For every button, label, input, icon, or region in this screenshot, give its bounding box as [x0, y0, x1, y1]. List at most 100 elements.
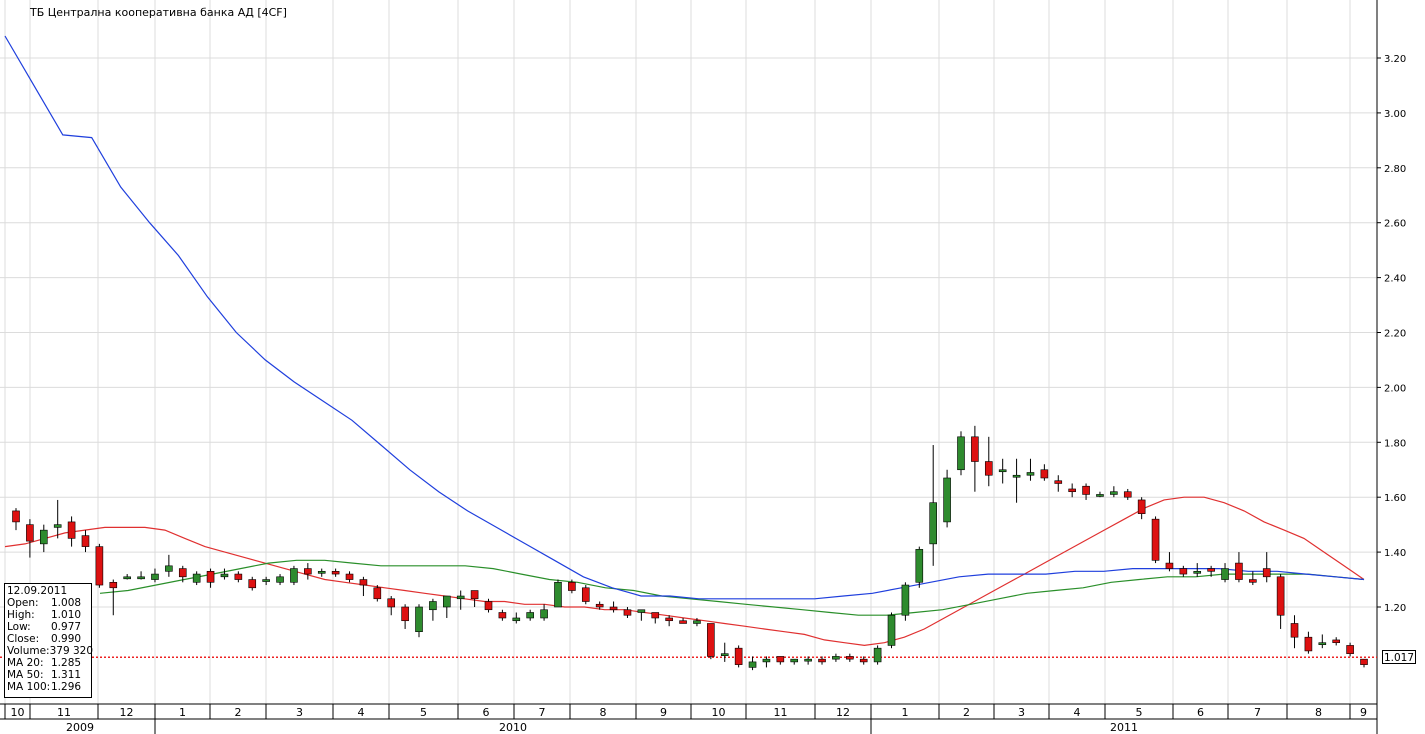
candle	[262, 576, 270, 586]
candle	[401, 604, 409, 629]
candle	[12, 508, 20, 531]
year-label: 2009	[66, 721, 94, 734]
month-label: 8	[1315, 706, 1322, 719]
y-tick-label: 2.00	[1384, 383, 1406, 394]
info-label: MA 50:	[7, 669, 44, 681]
year-label: 2010	[499, 721, 527, 734]
candle	[790, 658, 799, 665]
candle	[1249, 571, 1257, 586]
candle-body	[1068, 488, 1076, 493]
candle	[1054, 475, 1063, 492]
candle-body	[1151, 518, 1160, 561]
candle	[734, 645, 743, 668]
candle	[1082, 483, 1090, 500]
info-date: 12.09.2011	[7, 585, 68, 597]
candle	[609, 601, 618, 613]
candle-body	[526, 612, 534, 619]
candle-body	[581, 587, 590, 602]
candle-body	[1040, 469, 1049, 479]
candle-body	[165, 565, 173, 572]
candle	[1040, 464, 1049, 481]
month-label: 5	[420, 706, 427, 719]
candle-body	[290, 568, 298, 583]
month-label: 8	[600, 706, 607, 719]
candle-body	[1276, 576, 1285, 616]
candle-body	[1165, 562, 1174, 569]
candle	[818, 656, 826, 665]
month-label: 5	[1136, 706, 1143, 719]
candle	[998, 458, 1007, 484]
candle-body	[1179, 568, 1188, 575]
candle-body	[12, 510, 20, 523]
candle	[693, 617, 701, 627]
candle	[26, 519, 34, 558]
candle-body	[206, 571, 215, 583]
candle	[1360, 658, 1368, 668]
candle-body	[456, 595, 465, 600]
candle-body	[1221, 568, 1229, 580]
candle	[498, 609, 507, 621]
candle	[568, 579, 576, 594]
candle-body	[109, 581, 118, 589]
month-label: 9	[660, 706, 667, 719]
info-value: 1.010	[51, 609, 82, 621]
candle-body	[971, 436, 979, 462]
month-label: 9	[1360, 706, 1367, 719]
candle	[345, 571, 354, 583]
candle-body	[1012, 474, 1021, 478]
candle	[554, 579, 562, 608]
candle-body	[790, 658, 799, 663]
candle	[373, 585, 382, 602]
y-axis: 3.20 3.00 2.80 2.60 2.40 2.20 2.00 1.80 1.60 1.40…	[1377, 54, 1406, 614]
chart-title: ТБ Централна кооперативна банка АД [4CF]	[29, 6, 287, 19]
info-label: MA 100:	[7, 681, 51, 693]
info-row: Volume: 379 320	[7, 645, 93, 657]
candle-body	[929, 502, 937, 545]
candle	[1165, 552, 1174, 572]
candle-body	[1360, 658, 1368, 665]
candle	[832, 653, 840, 662]
candle-body	[53, 524, 62, 528]
candle-body	[387, 598, 396, 608]
candle-body	[804, 658, 812, 662]
candle	[581, 585, 590, 605]
candle-body	[1137, 499, 1146, 514]
candle	[387, 596, 396, 616]
candle-body	[1096, 494, 1104, 497]
y-tick-label: 2.60	[1384, 219, 1406, 230]
ma20-line	[4, 496, 1365, 647]
candle	[957, 431, 965, 476]
candle-body	[818, 658, 826, 663]
candle-body	[317, 571, 326, 574]
info-value: 1.285	[51, 657, 82, 669]
last-price-badge: 1.017	[1382, 650, 1416, 664]
candle	[720, 642, 729, 662]
month-label: 11	[57, 706, 71, 719]
candle	[39, 524, 48, 553]
candle	[95, 543, 104, 588]
candle-body	[665, 617, 673, 622]
candle	[1096, 491, 1104, 498]
y-tick-label: 1.40	[1384, 548, 1406, 559]
candle-body	[512, 617, 521, 622]
candle	[707, 623, 715, 660]
month-label: 6	[1197, 706, 1204, 719]
info-row: High: 1.010	[7, 609, 89, 621]
candle	[53, 499, 62, 539]
candle-body	[1290, 623, 1299, 638]
candle-body	[359, 579, 368, 586]
candle	[1151, 516, 1160, 564]
candle	[484, 598, 493, 613]
candle	[1235, 552, 1243, 583]
candle-body	[1249, 579, 1257, 583]
candle-body	[943, 477, 951, 523]
candle	[178, 565, 187, 583]
y-tick-label: 1.20	[1384, 603, 1406, 614]
candle	[1318, 634, 1327, 649]
candle-body	[554, 581, 562, 608]
candle-body	[1207, 568, 1215, 572]
candle-body	[637, 609, 646, 613]
month-label: 4	[358, 706, 365, 719]
candle	[165, 554, 173, 577]
